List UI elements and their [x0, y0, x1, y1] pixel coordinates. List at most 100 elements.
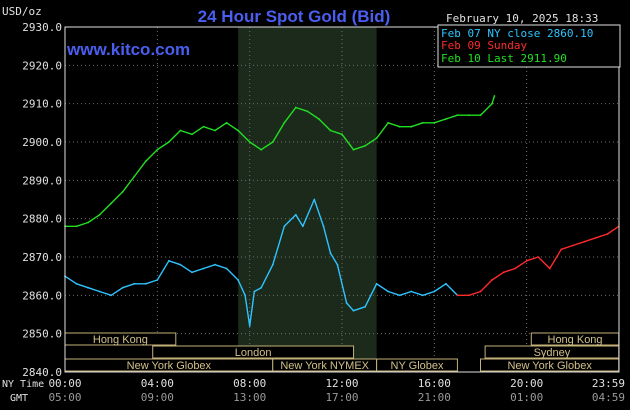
data-point	[398, 294, 401, 297]
session-label: New York NYMEX	[280, 360, 369, 372]
data-point	[75, 282, 78, 285]
data-point	[301, 225, 304, 228]
data-point	[121, 190, 124, 193]
x-tick-label-ny: 00:00	[48, 377, 81, 390]
data-point	[144, 160, 147, 163]
market-sessions: Hong Kong London New York Globex New York N…	[64, 332, 620, 372]
data-point	[352, 148, 355, 151]
x-tick-label-ny: 08:00	[233, 377, 266, 390]
data-point	[179, 129, 182, 132]
session-box	[152, 345, 355, 359]
session-label: NY Globex	[391, 360, 444, 372]
data-point	[479, 114, 482, 117]
unit-label: USD/oz	[2, 5, 42, 18]
data-point	[525, 259, 528, 262]
data-point	[87, 221, 89, 224]
y-tick-label: 2860.0	[22, 289, 62, 302]
data-point	[375, 282, 378, 285]
gmt-row-label: GMT	[10, 393, 28, 404]
data-point	[387, 121, 390, 124]
data-point	[98, 290, 101, 293]
data-point	[433, 290, 436, 293]
session-label: New York Globex	[127, 360, 212, 372]
data-point	[110, 294, 113, 297]
data-point	[341, 133, 343, 136]
data-point	[364, 144, 366, 147]
data-point	[248, 325, 251, 327]
data-point	[283, 121, 286, 124]
y-tick-label: 2870.0	[22, 251, 62, 264]
x-tick-label-ny: 12:00	[325, 377, 358, 390]
data-point	[375, 137, 378, 140]
data-point	[306, 110, 309, 113]
grid-lines	[65, 27, 619, 372]
x-tick-label-ny: 16:00	[418, 377, 451, 390]
data-point	[606, 233, 609, 235]
data-point	[468, 114, 470, 117]
data-point	[421, 121, 424, 124]
data-point	[156, 148, 159, 151]
data-point	[202, 267, 205, 270]
data-point	[144, 282, 147, 285]
data-point	[491, 279, 493, 281]
data-point	[179, 263, 182, 266]
data-point	[322, 225, 325, 228]
session-label: Hong Kong	[93, 334, 148, 346]
x-tick-label-gmt: 09:00	[141, 391, 174, 404]
data-point	[491, 102, 493, 105]
timestamp: February 10, 2025 18:33	[446, 12, 598, 25]
x-tick-label-ny: 04:00	[141, 377, 174, 390]
data-point	[133, 282, 136, 285]
data-point	[329, 129, 332, 132]
data-point	[560, 248, 563, 251]
data-point	[537, 256, 540, 258]
data-point	[336, 263, 339, 266]
data-point	[329, 252, 332, 255]
data-point	[271, 263, 274, 266]
data-point	[352, 309, 355, 312]
y-tick-label: 2930.0	[22, 21, 62, 34]
data-point	[168, 259, 170, 262]
data-point	[121, 286, 124, 289]
x-tick-label-gmt: 17:00	[325, 391, 358, 404]
data-point	[202, 125, 205, 128]
y-tick-label: 2910.0	[22, 98, 62, 111]
x-tick-label-gmt: 01:00	[510, 391, 543, 404]
data-point	[445, 282, 447, 285]
data-point	[514, 267, 516, 270]
data-point	[225, 121, 228, 124]
legend-box	[437, 24, 621, 68]
data-point	[133, 175, 136, 178]
data-point	[318, 118, 320, 120]
data-point	[253, 290, 256, 293]
data-point	[168, 141, 170, 143]
session-label: London	[235, 347, 272, 359]
legend-entry-feb10: Feb 10 Last 2911.90	[441, 52, 567, 65]
data-point	[260, 286, 263, 289]
y-tick-label: 2890.0	[22, 174, 62, 187]
data-point	[244, 294, 247, 297]
data-point	[214, 263, 216, 266]
legend-entry-feb09: Feb 09 Sunday	[441, 39, 527, 52]
data-point	[345, 302, 348, 304]
data-point	[548, 267, 551, 270]
trading-session-shade	[238, 27, 377, 372]
data-point	[421, 294, 424, 297]
data-point	[493, 95, 496, 97]
x-tick-label-gmt: 05:00	[48, 391, 81, 404]
data-point	[387, 290, 390, 293]
website-label: www.kitco.com	[66, 40, 190, 59]
data-point	[248, 141, 251, 143]
data-point	[398, 125, 401, 128]
data-point	[110, 202, 113, 205]
data-point	[191, 133, 193, 136]
data-point	[571, 244, 574, 247]
data-point	[468, 294, 470, 297]
data-point	[479, 290, 482, 293]
data-point	[595, 236, 597, 239]
plot-frame	[64, 26, 620, 373]
data-point	[271, 141, 274, 143]
data-point	[456, 294, 459, 297]
data-point	[313, 198, 316, 201]
data-point	[283, 225, 286, 228]
